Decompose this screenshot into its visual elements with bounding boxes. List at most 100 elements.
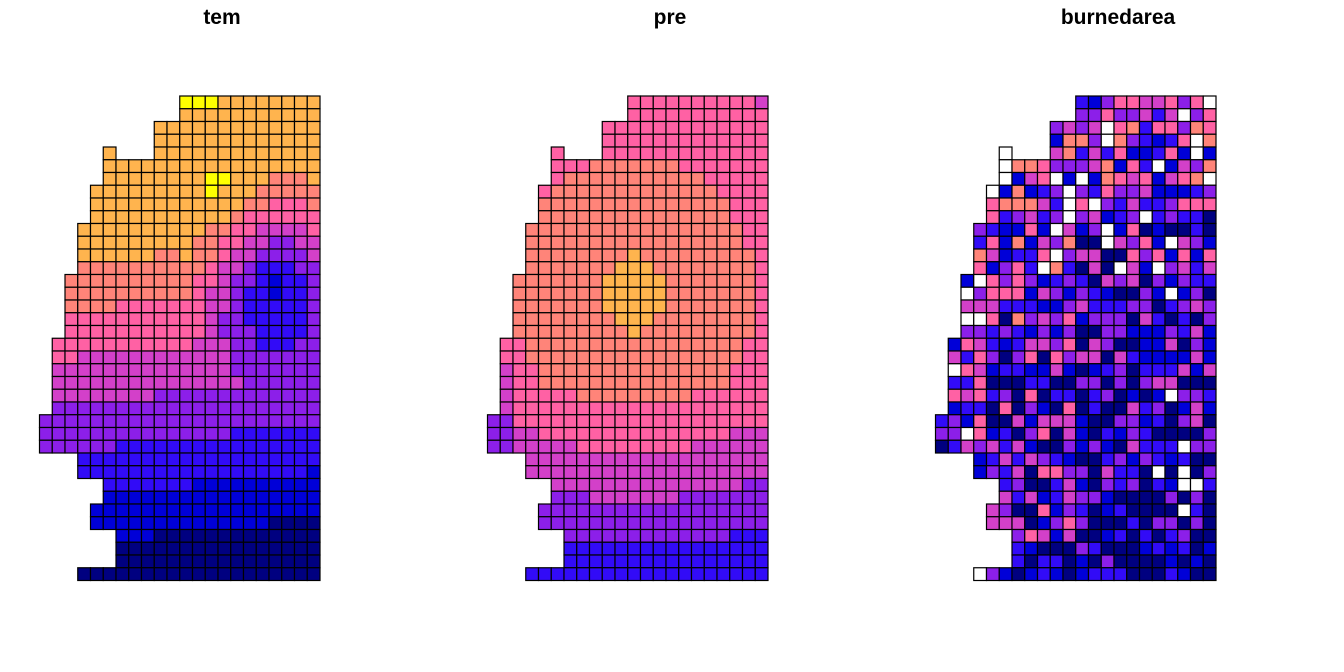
grid-cell: [690, 516, 705, 531]
grid-cell: [1189, 477, 1204, 492]
grid-cell: [153, 490, 168, 505]
grid-cell: [293, 210, 308, 225]
grid-cell: [741, 312, 756, 327]
grid-cell: [716, 528, 731, 543]
grid-cell: [998, 159, 1013, 174]
grid-cell: [153, 337, 168, 352]
grid-cell: [293, 120, 308, 135]
grid-cell: [1202, 465, 1217, 480]
grid-cell: [255, 503, 270, 518]
grid-cell: [217, 159, 232, 174]
grid-cell: [217, 286, 232, 301]
grid-cell: [512, 388, 527, 403]
grid-cell: [1113, 541, 1128, 556]
grid-cell: [576, 286, 591, 301]
grid-cell: [754, 146, 769, 161]
grid-cell: [1126, 465, 1141, 480]
grid-cell: [537, 222, 552, 237]
grid-cell: [716, 108, 731, 123]
grid-cell: [741, 197, 756, 212]
grid-cell: [306, 222, 321, 237]
grid-cell: [1126, 490, 1141, 505]
grid-cell: [1036, 197, 1051, 212]
grid-cell: [525, 363, 540, 378]
grid-cell: [512, 324, 527, 339]
grid-cell: [1113, 363, 1128, 378]
grid-cell: [230, 261, 245, 276]
grid-cell: [1138, 210, 1153, 225]
grid-cell: [255, 286, 270, 301]
grid-cell: [563, 363, 578, 378]
grid-cell: [588, 184, 603, 199]
grid-cell: [128, 299, 143, 314]
grid-cell: [729, 222, 744, 237]
grid-cell: [1087, 414, 1102, 429]
grid-cell: [973, 465, 988, 480]
grid-cell: [166, 159, 181, 174]
grid-cell: [128, 312, 143, 327]
grid-cell: [255, 133, 270, 148]
grid-cell: [230, 324, 245, 339]
grid-cell: [588, 439, 603, 454]
grid-cell: [639, 324, 654, 339]
grid-cell: [1151, 159, 1166, 174]
grid-cell: [1202, 299, 1217, 314]
grid-cell: [1087, 490, 1102, 505]
grid-cell: [614, 363, 629, 378]
grid-cell: [268, 235, 283, 250]
grid-cell: [652, 490, 667, 505]
grid-cell: [601, 235, 616, 250]
grid-cell: [1024, 299, 1039, 314]
grid-cell: [1075, 120, 1090, 135]
grid-cell: [1126, 388, 1141, 403]
grid-cell: [1164, 324, 1179, 339]
grid-cell: [550, 197, 565, 212]
grid-cell: [1024, 222, 1039, 237]
grid-cell: [678, 159, 693, 174]
grid-cell: [140, 159, 155, 174]
grid-cell: [678, 388, 693, 403]
grid-cell: [1113, 337, 1128, 352]
grid-cell: [1164, 503, 1179, 518]
grid-cell: [102, 171, 117, 186]
grid-cell: [1113, 375, 1128, 390]
grid-cell: [1087, 503, 1102, 518]
grid-cell: [703, 222, 718, 237]
grid-cell: [255, 388, 270, 403]
grid-cell: [1087, 465, 1102, 480]
grid-cell: [1049, 146, 1064, 161]
grid-cell: [639, 197, 654, 212]
grid-cell: [1164, 414, 1179, 429]
grid-cell: [690, 465, 705, 480]
grid-cell: [985, 426, 1000, 441]
grid-cell: [1177, 516, 1192, 531]
grid-cell: [1100, 337, 1115, 352]
grid-cell: [985, 465, 1000, 480]
grid-cell: [1202, 273, 1217, 288]
grid-cell: [293, 388, 308, 403]
grid-cell: [1202, 503, 1217, 518]
grid-cell: [115, 159, 130, 174]
grid-cell: [242, 541, 257, 556]
grid-cell: [703, 528, 718, 543]
grid-cell: [1011, 401, 1026, 416]
grid-cell: [1113, 95, 1128, 110]
grid-cell: [1126, 541, 1141, 556]
grid-cell: [614, 541, 629, 556]
grid-cell: [627, 299, 642, 314]
grid-cell: [1049, 528, 1064, 543]
grid-cell: [255, 554, 270, 569]
grid-cell: [1062, 324, 1077, 339]
grid-cell: [563, 465, 578, 480]
grid-cell: [1011, 350, 1026, 365]
grid-cell: [128, 235, 143, 250]
grid-cell: [268, 363, 283, 378]
grid-cell: [998, 197, 1013, 212]
grid-cell: [678, 465, 693, 480]
grid-cell: [678, 133, 693, 148]
grid-cell: [128, 439, 143, 454]
grid-cell: [973, 439, 988, 454]
grid-cell: [601, 261, 616, 276]
grid-cell: [665, 108, 680, 123]
grid-cell: [217, 171, 232, 186]
